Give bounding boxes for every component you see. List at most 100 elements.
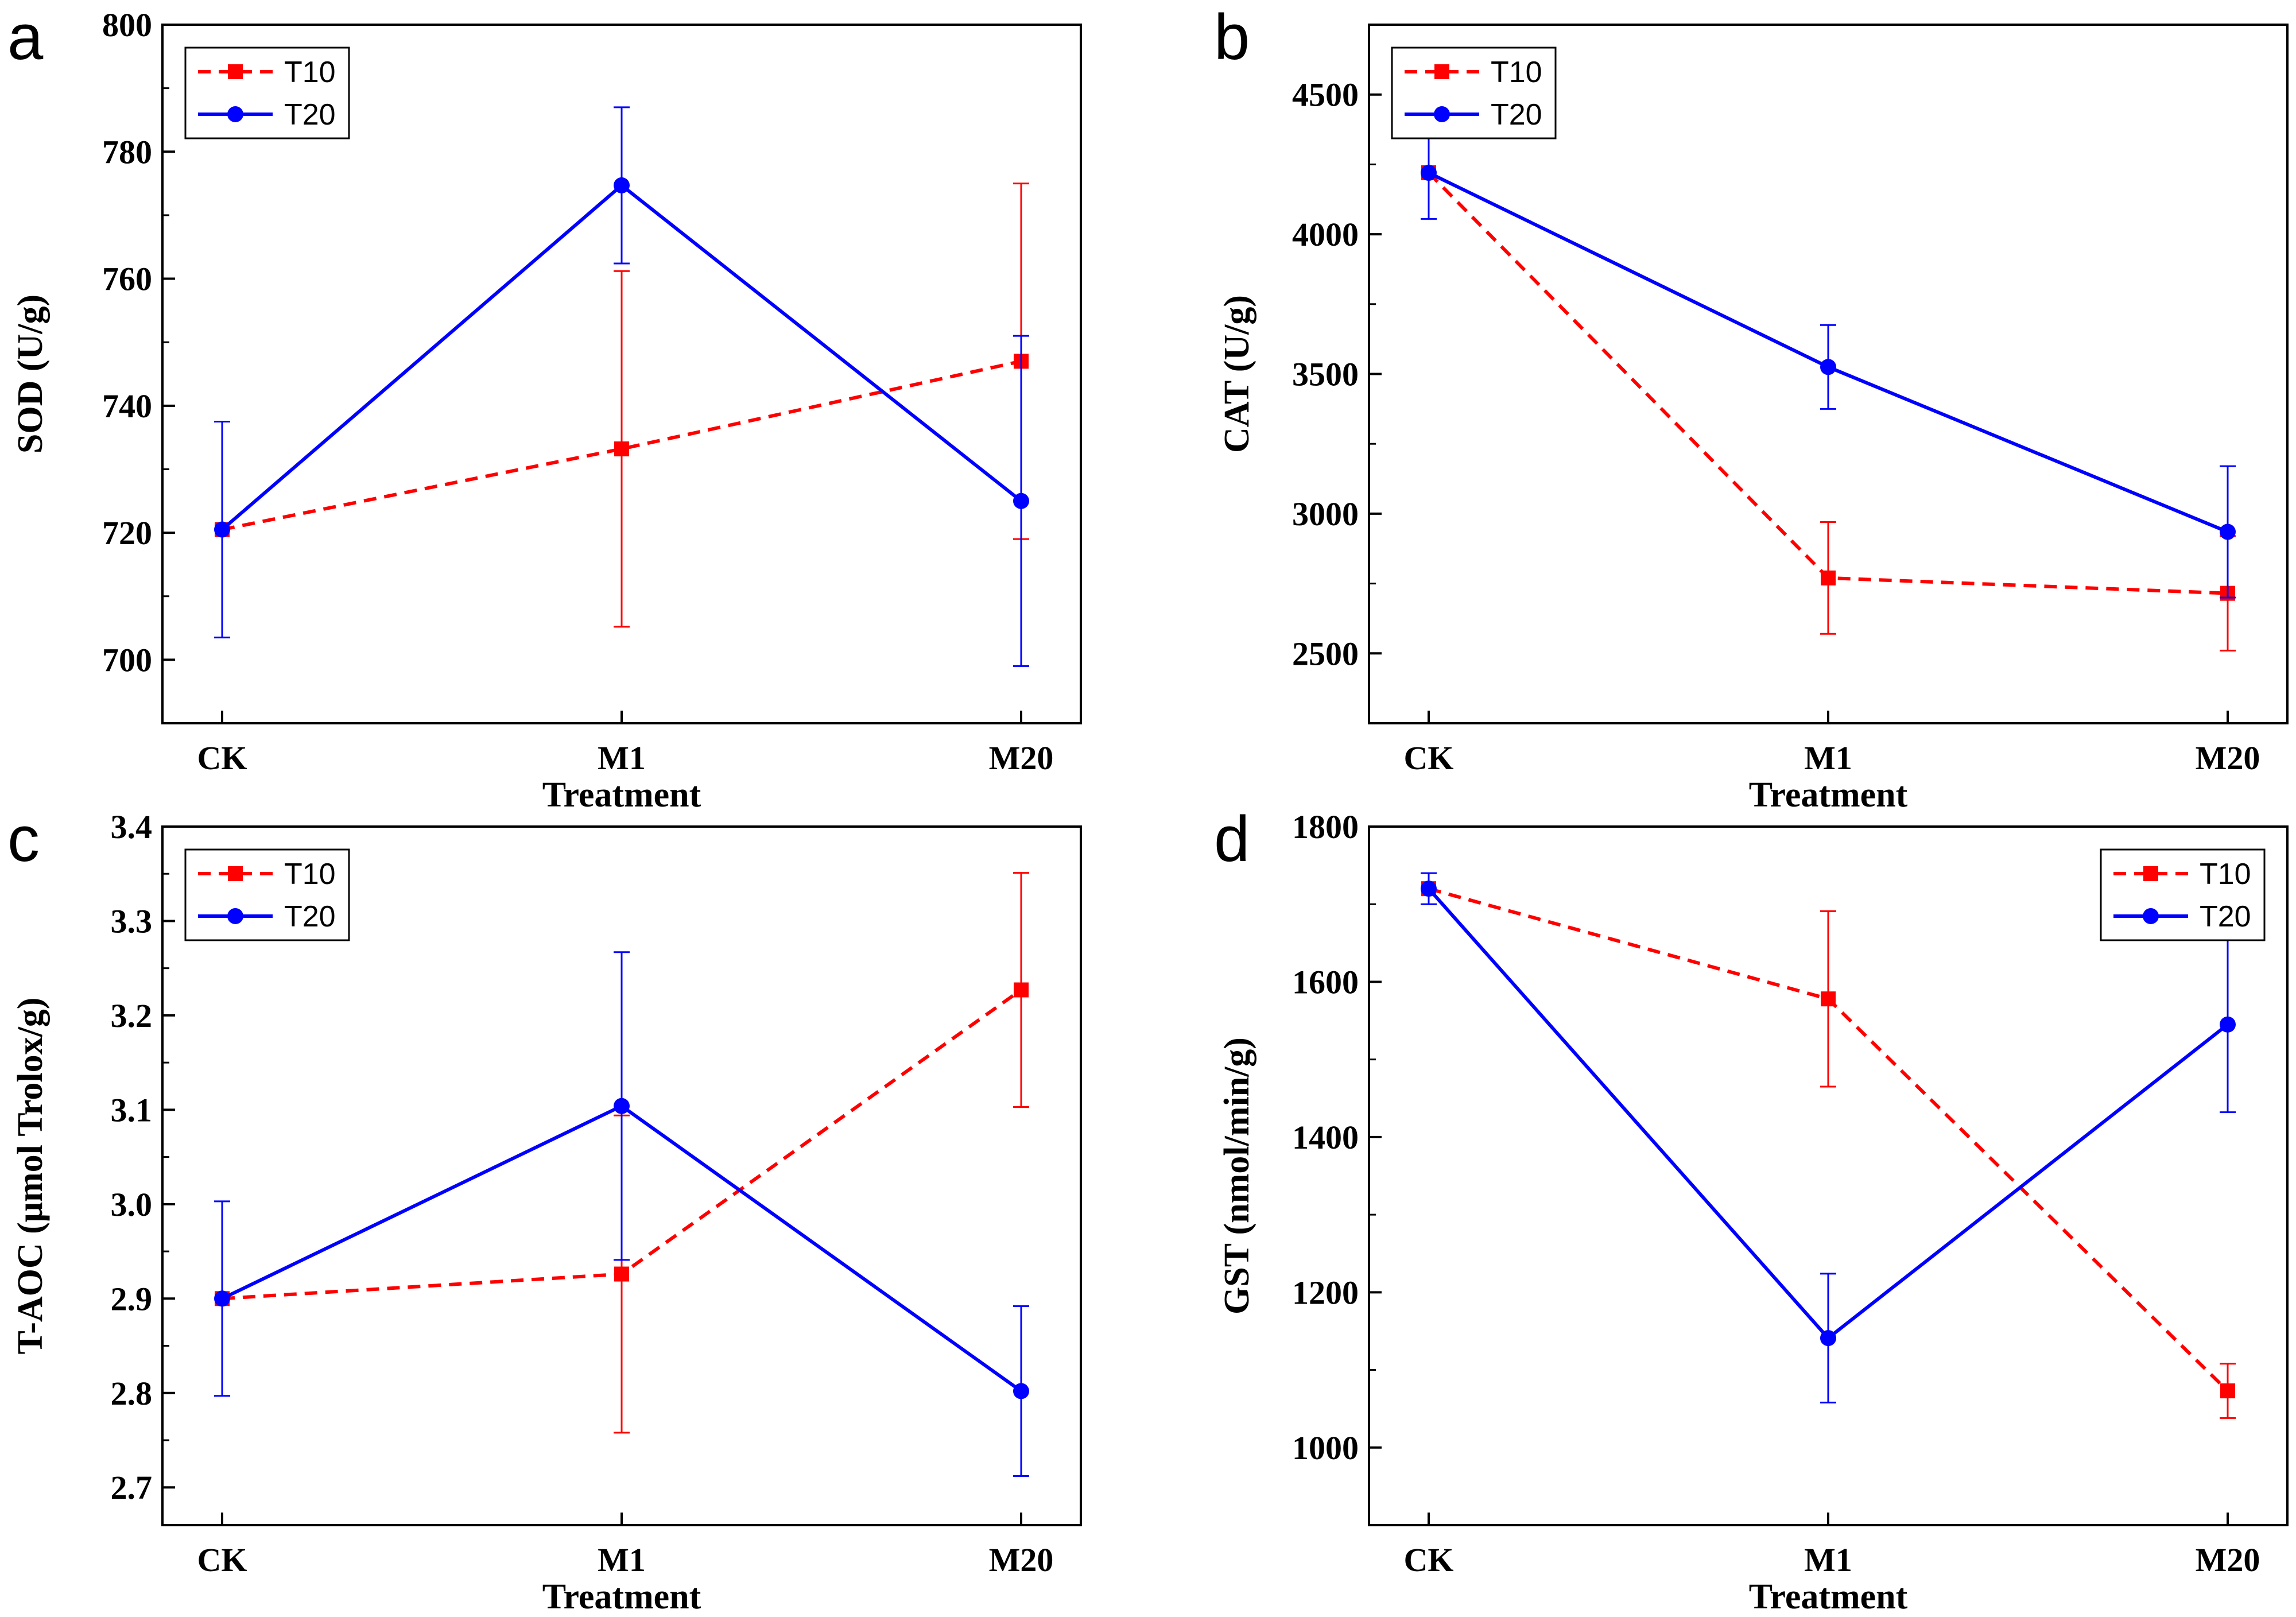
data-point	[1821, 991, 1836, 1007]
y-tick-label: 3.2	[111, 997, 153, 1034]
y-tick-label: 3.3	[111, 902, 153, 940]
x-tick-label: M1	[1804, 739, 1852, 777]
data-point	[2220, 1016, 2236, 1033]
legend-marker	[227, 106, 243, 122]
x-tick-label: CK	[197, 1541, 247, 1579]
legend-marker	[228, 64, 243, 79]
legend-marker	[1434, 106, 1450, 122]
data-point	[2220, 1383, 2235, 1399]
data-point	[214, 521, 230, 538]
data-point	[2220, 524, 2236, 540]
x-tick-label: CK	[197, 739, 247, 777]
legend-box	[184, 848, 350, 941]
legend-label: T20	[284, 900, 336, 933]
data-point	[1421, 165, 1437, 181]
series-T20	[1421, 126, 2236, 599]
x-tick-label: CK	[1404, 1541, 1454, 1579]
y-tick-label: 3.4	[111, 808, 153, 846]
y-tick-label: 3.1	[111, 1091, 153, 1129]
x-tick-label: M20	[2196, 1541, 2260, 1579]
chart-panel-b: b 2500 3000 3500 4000 4500 CK M1 M20 Treatment CAT…	[1214, 1, 2289, 815]
y-tick-label: 700	[102, 641, 152, 678]
x-tick-label: M1	[1804, 1541, 1852, 1579]
y-tick-label: 1200	[1292, 1274, 1359, 1311]
x-tick-label: M1	[598, 1541, 646, 1579]
legend-marker	[2143, 908, 2159, 924]
legend-box	[2100, 848, 2266, 941]
data-point	[614, 177, 630, 193]
data-point	[1013, 493, 1029, 509]
y-tick-label: 3500	[1292, 356, 1359, 393]
series-T20	[214, 951, 1029, 1477]
y-tick-label: 800	[102, 6, 152, 44]
y-tick-label: 720	[102, 514, 152, 552]
y-tick-label: 740	[102, 387, 152, 425]
y-tick-label: 2500	[1292, 635, 1359, 672]
data-point	[1821, 570, 1836, 585]
legend-marker	[2143, 866, 2158, 881]
panel-label: c	[7, 803, 40, 875]
data-point	[1421, 881, 1437, 897]
data-point	[214, 1290, 230, 1307]
y-tick-label: 3.0	[111, 1186, 153, 1223]
y-tick-label: 760	[102, 261, 152, 298]
y-tick-label: 1400	[1292, 1119, 1359, 1156]
series-T10	[1421, 881, 2236, 1419]
legend-marker	[1434, 64, 1449, 79]
data-point	[1013, 1383, 1029, 1399]
chart-panel-c: c 2.7 2.8 2.9 3.0 3.1 3.2 3.3 3.4 CK M1 M20 Treatmen…	[7, 803, 1082, 1616]
data-point	[614, 1098, 630, 1114]
legend-label: T10	[284, 858, 336, 891]
legend-label: T10	[1491, 56, 1542, 89]
y-axis-title: T-AOC (μmol Trolox/g)	[11, 998, 50, 1355]
x-axis-title: Treatment	[1749, 1577, 1908, 1616]
x-tick-label: M20	[989, 1541, 1054, 1579]
x-axis-title: Treatment	[1749, 775, 1908, 815]
y-tick-label: 780	[102, 133, 152, 170]
legend-box	[184, 46, 350, 139]
y-tick-label: 3000	[1292, 495, 1359, 533]
x-tick-label: M1	[598, 739, 646, 777]
data-point	[614, 1266, 629, 1282]
data-point	[1820, 359, 1836, 375]
panel-label: a	[7, 1, 44, 73]
data-point	[614, 441, 629, 457]
y-axis-title: CAT (U/g)	[1217, 295, 1256, 453]
series-line	[222, 359, 1022, 532]
y-tick-label: 1600	[1292, 963, 1359, 1001]
y-tick-label: 2.7	[111, 1469, 153, 1506]
series-T20	[214, 106, 1029, 667]
legend-label: T10	[2200, 858, 2251, 891]
legend-box	[1391, 46, 1557, 139]
legend-label: T20	[2200, 900, 2251, 933]
x-axis-title: Treatment	[542, 1577, 701, 1616]
series-T20	[1421, 872, 2236, 1403]
y-tick-label: 1000	[1292, 1429, 1359, 1467]
y-tick-label: 4500	[1292, 76, 1359, 114]
chart-panel-a: a 700 720 740 760 780 800 CK M1 M20 Treatment SOD (…	[7, 1, 1082, 815]
y-tick-label: 4000	[1292, 216, 1359, 253]
data-point	[1014, 982, 1029, 998]
x-tick-label: M20	[989, 739, 1054, 777]
legend-label: T20	[284, 98, 336, 131]
x-tick-label: M20	[2196, 739, 2260, 777]
y-tick-label: 1800	[1292, 808, 1359, 846]
x-axis-title: Treatment	[542, 775, 701, 815]
legend-marker	[228, 866, 243, 881]
chart-panel-d: d 1000 1200 1400 1600 1800 CK M1 M20 Treatment GST…	[1214, 803, 2289, 1616]
legend-marker	[227, 908, 243, 924]
y-axis-title: SOD (U/g)	[11, 294, 50, 453]
panel-label: d	[1214, 803, 1250, 875]
y-axis-title: GST (nmol/min/g)	[1217, 1037, 1256, 1314]
y-tick-label: 2.9	[111, 1280, 153, 1317]
legend-label: T20	[1491, 98, 1542, 131]
panel-label: b	[1214, 1, 1250, 73]
data-point	[1820, 1330, 1836, 1347]
legend-label: T10	[284, 56, 336, 89]
x-tick-label: CK	[1404, 739, 1454, 777]
